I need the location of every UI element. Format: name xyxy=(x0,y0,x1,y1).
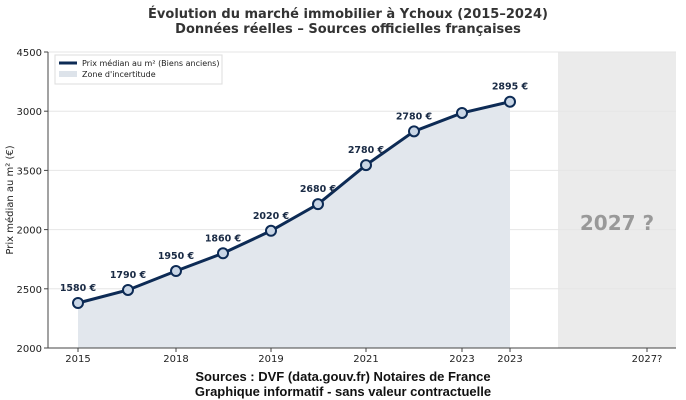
data-label: 2020 € xyxy=(253,211,289,222)
x-tick-label: 2018 xyxy=(163,354,188,365)
data-label: 2895 € xyxy=(492,82,528,93)
data-point xyxy=(312,198,324,211)
uncertainty-area xyxy=(78,101,510,348)
data-label: 2680 € xyxy=(300,184,336,195)
y-tick-label: 4500 xyxy=(17,48,42,59)
forecast-label: 2027 ? xyxy=(580,211,654,235)
y-axis-label: Prix médian au m² (€) xyxy=(4,145,16,254)
x-tick-label: 2019 xyxy=(258,354,283,365)
chart-subtitle: Données réelles – Sources officielles fr… xyxy=(175,22,521,37)
data-point xyxy=(170,265,182,278)
y-tick-label: 2500 xyxy=(17,285,42,296)
legend-area-swatch xyxy=(59,71,77,77)
data-label: 1580 € xyxy=(60,283,96,294)
data-label: 1790 € xyxy=(110,270,146,281)
data-point xyxy=(504,95,516,108)
chart-title: Évolution du marché immobilier à Ychoux … xyxy=(148,6,548,22)
data-label: 1950 € xyxy=(158,251,194,262)
y-tick-label: 3500 xyxy=(17,166,42,177)
legend-zone: Zone d'incertitude xyxy=(82,70,156,79)
y-tick-label: 3000 xyxy=(17,107,42,118)
footer-sources: Sources : DVF (data.gouv.fr) Notaires de… xyxy=(195,369,490,384)
footer-disclaimer: Graphique informatif - sans valeur contr… xyxy=(195,384,491,399)
data-label: 2780 € xyxy=(396,111,432,122)
data-point xyxy=(265,224,277,237)
x-tick-label: 2015 xyxy=(65,354,90,365)
data-point xyxy=(217,247,229,260)
x-tick-label: 2021 xyxy=(353,354,378,365)
data-point xyxy=(456,106,468,119)
data-point xyxy=(72,297,84,310)
legend-series: Prix médian au m² (Biens anciens) xyxy=(82,58,219,68)
forecast-zone xyxy=(558,52,676,348)
y-tick-label: 2000 xyxy=(17,226,42,237)
series-line xyxy=(77,100,511,305)
x-tick-label: 2027? xyxy=(632,354,663,365)
data-label: 2780 € xyxy=(348,145,384,156)
legend: Prix médian au m² (Biens anciens) Zone d… xyxy=(54,54,223,85)
y-tick-label: 2000 xyxy=(17,344,42,355)
data-point xyxy=(408,125,420,138)
data-label: 1860 € xyxy=(205,233,241,244)
x-tick-label: 2023 xyxy=(497,354,522,365)
data-point xyxy=(360,159,372,172)
x-tick-label: 2023 xyxy=(449,354,474,365)
data-point xyxy=(122,283,134,296)
